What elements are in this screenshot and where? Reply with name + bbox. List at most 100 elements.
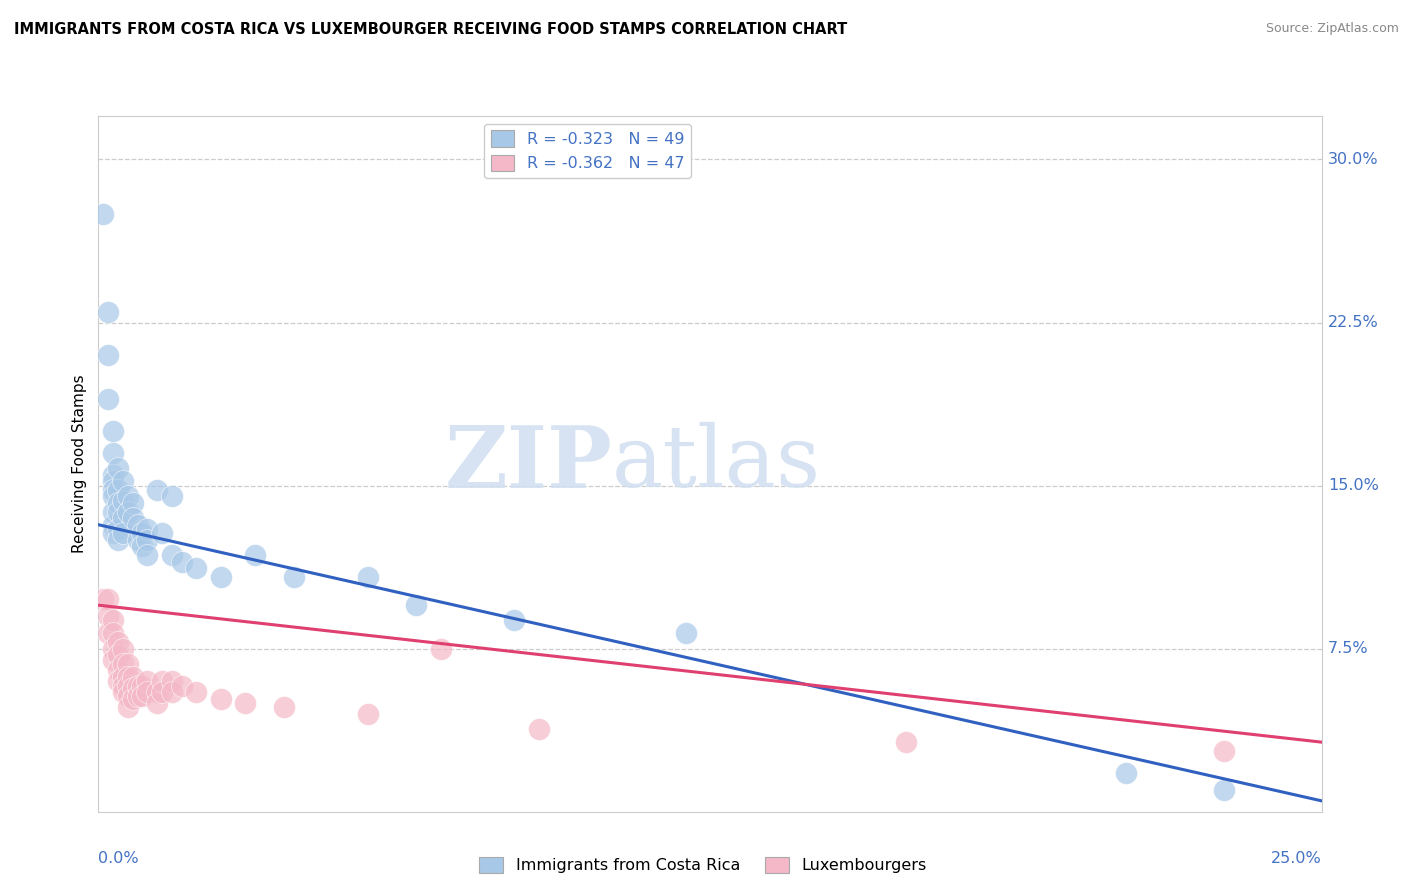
Y-axis label: Receiving Food Stamps: Receiving Food Stamps bbox=[72, 375, 87, 553]
Point bbox=[101, 424, 124, 438]
Point bbox=[107, 496, 129, 510]
Point bbox=[107, 533, 129, 547]
Point bbox=[121, 511, 143, 525]
Point bbox=[136, 522, 159, 536]
Legend: Immigrants from Costa Rica, Luxembourgers: Immigrants from Costa Rica, Luxembourger… bbox=[472, 850, 934, 880]
Point bbox=[146, 483, 169, 497]
Text: 22.5%: 22.5% bbox=[1327, 315, 1378, 330]
Point bbox=[101, 652, 124, 666]
Point bbox=[233, 696, 256, 710]
Text: 15.0%: 15.0% bbox=[1327, 478, 1379, 493]
Point bbox=[894, 735, 917, 749]
Point bbox=[430, 641, 453, 656]
Point bbox=[121, 496, 143, 510]
Point bbox=[101, 526, 124, 541]
Point bbox=[107, 664, 129, 678]
Text: 30.0%: 30.0% bbox=[1327, 152, 1378, 167]
Text: IMMIGRANTS FROM COSTA RICA VS LUXEMBOURGER RECEIVING FOOD STAMPS CORRELATION CHA: IMMIGRANTS FROM COSTA RICA VS LUXEMBOURG… bbox=[14, 22, 848, 37]
Point bbox=[101, 446, 124, 460]
Point bbox=[160, 685, 183, 699]
Point bbox=[107, 483, 129, 497]
Point bbox=[101, 614, 124, 628]
Point bbox=[243, 548, 266, 562]
Point bbox=[111, 493, 134, 508]
Point bbox=[136, 674, 159, 689]
Text: 25.0%: 25.0% bbox=[1271, 851, 1322, 866]
Point bbox=[111, 511, 134, 525]
Point bbox=[150, 685, 173, 699]
Point bbox=[97, 609, 120, 624]
Point bbox=[356, 706, 378, 721]
Point bbox=[131, 679, 153, 693]
Point bbox=[111, 679, 134, 693]
Point bbox=[160, 548, 183, 562]
Point bbox=[107, 461, 129, 475]
Point bbox=[107, 674, 129, 689]
Text: Source: ZipAtlas.com: Source: ZipAtlas.com bbox=[1265, 22, 1399, 36]
Point bbox=[160, 674, 183, 689]
Point bbox=[107, 635, 129, 649]
Point bbox=[91, 591, 114, 606]
Point bbox=[111, 526, 134, 541]
Point bbox=[503, 614, 526, 628]
Point bbox=[97, 348, 120, 362]
Point bbox=[136, 533, 159, 547]
Point bbox=[127, 533, 149, 547]
Point bbox=[117, 490, 139, 504]
Point bbox=[675, 626, 697, 640]
Point bbox=[127, 690, 149, 704]
Point bbox=[101, 490, 124, 504]
Point bbox=[101, 626, 124, 640]
Point bbox=[283, 570, 305, 584]
Point bbox=[209, 691, 232, 706]
Point bbox=[111, 641, 134, 656]
Point bbox=[1212, 744, 1234, 758]
Point bbox=[97, 392, 120, 406]
Point bbox=[121, 681, 143, 695]
Point bbox=[117, 690, 139, 704]
Point bbox=[136, 685, 159, 699]
Text: atlas: atlas bbox=[612, 422, 821, 506]
Point bbox=[121, 691, 143, 706]
Point bbox=[160, 490, 183, 504]
Point bbox=[146, 696, 169, 710]
Point bbox=[111, 475, 134, 489]
Point bbox=[101, 467, 124, 482]
Point bbox=[111, 657, 134, 671]
Point bbox=[117, 657, 139, 671]
Legend: R = -0.323   N = 49, R = -0.362   N = 47: R = -0.323 N = 49, R = -0.362 N = 47 bbox=[484, 124, 692, 178]
Point bbox=[356, 570, 378, 584]
Point bbox=[121, 670, 143, 684]
Point bbox=[273, 700, 295, 714]
Point bbox=[1212, 783, 1234, 797]
Point bbox=[97, 591, 120, 606]
Text: ZIP: ZIP bbox=[444, 422, 612, 506]
Point bbox=[117, 679, 139, 693]
Point bbox=[107, 648, 129, 662]
Point bbox=[101, 483, 124, 497]
Point bbox=[209, 570, 232, 584]
Point bbox=[107, 522, 129, 536]
Point bbox=[405, 598, 427, 612]
Point bbox=[131, 690, 153, 704]
Point bbox=[101, 641, 124, 656]
Point bbox=[97, 304, 120, 318]
Text: 0.0%: 0.0% bbox=[98, 851, 139, 866]
Point bbox=[170, 679, 193, 693]
Point bbox=[111, 685, 134, 699]
Point bbox=[111, 670, 134, 684]
Point bbox=[101, 517, 124, 532]
Point bbox=[101, 475, 124, 489]
Point bbox=[127, 517, 149, 532]
Point bbox=[127, 679, 149, 693]
Point bbox=[97, 626, 120, 640]
Point bbox=[136, 548, 159, 562]
Point bbox=[170, 555, 193, 569]
Point bbox=[101, 505, 124, 519]
Point bbox=[117, 505, 139, 519]
Point bbox=[146, 685, 169, 699]
Text: 7.5%: 7.5% bbox=[1327, 641, 1368, 657]
Point bbox=[186, 561, 208, 575]
Point bbox=[150, 526, 173, 541]
Point bbox=[131, 540, 153, 554]
